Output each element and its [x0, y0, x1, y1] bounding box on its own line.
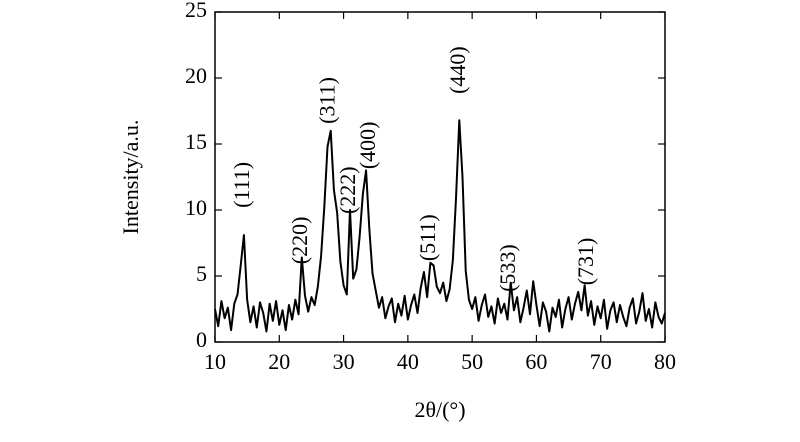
y-tick-label: 5	[196, 261, 207, 286]
peak-label: (533)	[495, 244, 520, 292]
x-tick-label: 30	[333, 349, 355, 374]
y-tick-label: 15	[185, 129, 207, 154]
peak-label: (222)	[335, 166, 360, 214]
peak-label: (400)	[355, 121, 380, 169]
x-tick-label: 20	[268, 349, 290, 374]
x-axis-label: 2θ/(°)	[414, 397, 465, 422]
peak-label: (311)	[314, 77, 339, 124]
y-tick-label: 0	[196, 327, 207, 352]
x-tick-label: 10	[204, 349, 226, 374]
x-tick-label: 50	[461, 349, 483, 374]
x-tick-label: 80	[654, 349, 676, 374]
data-line	[214, 119, 666, 333]
peak-label: (111)	[229, 162, 254, 208]
peak-label: (440)	[445, 46, 470, 94]
peak-label: (511)	[415, 214, 440, 261]
y-tick-label: 25	[185, 0, 207, 22]
y-tick-label: 10	[185, 195, 207, 220]
plot-frame	[214, 11, 666, 343]
x-tick-label: 70	[590, 349, 612, 374]
x-tick-label: 40	[397, 349, 419, 374]
x-tick-label: 60	[525, 349, 547, 374]
peak-label: (731)	[573, 238, 598, 286]
y-axis-label: Intensity/a.u.	[118, 120, 143, 235]
y-tick-label: 20	[185, 63, 207, 88]
peak-label: (220)	[287, 217, 312, 265]
